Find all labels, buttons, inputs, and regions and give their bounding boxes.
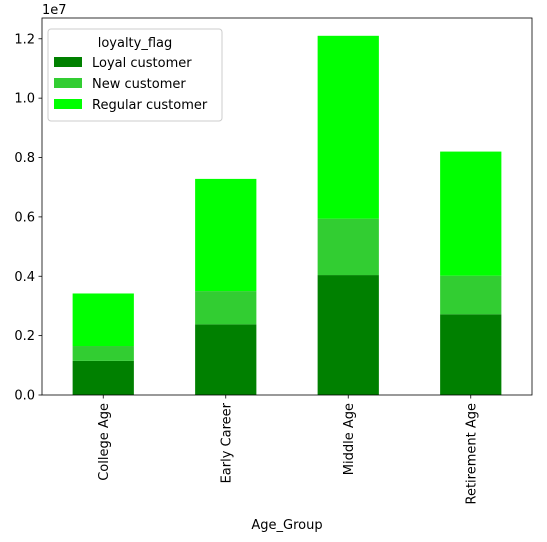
- legend-title: loyalty_flag: [98, 36, 173, 51]
- bars-layer: [72, 35, 502, 395]
- bar-new-customer: [317, 218, 379, 276]
- bar-regular-customer: [317, 35, 379, 219]
- plot-frame: [41, 17, 533, 396]
- y-tick-label: 0.4: [14, 270, 35, 285]
- y-offset-label: 1e7: [42, 3, 67, 18]
- bar-loyal-customer: [440, 314, 502, 395]
- bar-loyal-customer: [317, 275, 379, 395]
- legend-swatch: [54, 99, 82, 109]
- x-tick-label: Retirement Age: [464, 403, 479, 505]
- legend-swatch: [54, 78, 82, 88]
- bar-new-customer: [440, 275, 502, 315]
- bar-loyal-customer: [72, 360, 134, 395]
- y-tick-label: 0.8: [14, 151, 35, 166]
- legend-label: Regular customer: [92, 98, 208, 113]
- axes-layer: 0.0 0.2 0.4 0.6 0.8 1.0 1.2 1e7 College Age Early…: [14, 3, 533, 533]
- bar-regular-customer: [72, 293, 134, 347]
- y-tick-label: 1.0: [14, 92, 35, 107]
- legend-label: New customer: [92, 77, 186, 92]
- x-tick-label: Middle Age: [342, 403, 357, 475]
- y-tick-label: 0.2: [14, 329, 35, 344]
- y-tick-label: 0.6: [14, 210, 35, 225]
- legend-box: [47, 28, 223, 122]
- legend-swatch: [54, 57, 82, 67]
- bar-new-customer: [72, 346, 134, 361]
- legend-label: Loyal customer: [92, 56, 192, 71]
- x-axis-label: Age_Group: [251, 518, 322, 533]
- bar-loyal-customer: [195, 324, 257, 395]
- y-tick-label: 0.0: [14, 389, 35, 404]
- x-tick-label: Early Career: [219, 402, 234, 483]
- y-tick-label: 1.2: [14, 32, 35, 47]
- bar-regular-customer: [195, 178, 257, 292]
- x-tick-label: College Age: [97, 403, 112, 481]
- legend: loyalty_flag Loyal customer New customer Re…: [47, 28, 223, 122]
- bar-new-customer: [195, 291, 257, 325]
- bar-regular-customer: [440, 151, 502, 276]
